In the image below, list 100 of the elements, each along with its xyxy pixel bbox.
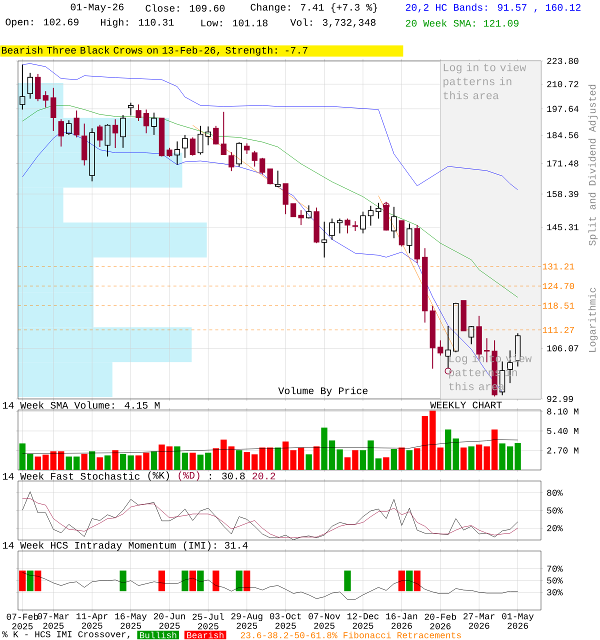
bar [306,454,312,470]
ref-line-label: 131.21 [542,263,574,270]
bar [460,448,467,470]
x-tick-label: 07-Nov 2025 [308,613,340,629]
x-tick-label: 29-Aug 2025 [231,613,262,629]
candlestick [151,112,157,136]
y-tick-label: 50% [547,577,563,584]
text: Bearish [187,632,224,638]
chart-title: Bearish Three Black Crows on 13-Feb-26, Strength: -7.7 [2,46,308,56]
text: WEEKLY CHART [430,402,502,408]
candlestick [298,210,304,226]
x-tick-label: 16-Jan 2026 [386,613,418,629]
text: 20.2 [252,472,276,480]
x-tick-label: 20-Jun 2025 [154,613,185,629]
candlestick [205,126,212,146]
chart-title: 14 Week SMA Volume: 4.15 M [2,401,160,409]
ref-line-label: 124.70 [542,282,574,290]
y-tick-label: 92.99 [547,396,573,402]
bar [236,450,242,470]
legend-title: % K - HCS IMI Crossover, [2,631,130,639]
candlestick [42,90,48,108]
text: 01-May-26 [70,4,124,12]
candlestick [290,203,296,218]
text: Logarithmic [588,288,598,352]
bar [445,430,452,470]
text: (%D) [178,471,200,481]
candlestick [422,248,428,324]
x-tick-label: 03-Oct 2025 [270,613,301,629]
candlestick [174,140,180,166]
y-tick-label: 184.56 [547,132,578,138]
x-tick-label: 25-Jul 2025 [192,613,224,630]
chart-title: 14 Week HCS Intraday Momentum (IMI): 31.4 [2,541,248,551]
y-tick-label: 5.40 M [547,428,578,434]
bar [398,448,405,470]
bar [96,457,103,470]
bar [452,438,459,470]
text: Open: 102.69 [6,18,79,28]
text: Close: 109.60 [146,4,225,12]
candlestick [460,300,466,332]
bar [274,448,281,470]
bar [383,457,390,470]
bar [150,451,158,470]
text: : 30.8 [210,472,245,480]
annotation: Volume By Price [278,386,368,396]
candlestick [282,183,288,215]
bar [88,451,96,470]
candlestick [104,124,110,158]
text: (%K) [148,471,169,481]
bar [390,449,398,470]
y-tick-label: 70% [547,566,563,572]
bar [104,455,111,470]
y-tick-label: 30% [547,589,563,596]
text: Low: 101.18 [201,20,268,26]
band-label: Log in to view patterns in this area [444,63,526,100]
bar [190,452,196,470]
text: Change: 7.41 {+7.3 %} [250,3,378,13]
candlestick [128,102,134,116]
bar [468,446,474,470]
y-tick-label: 80% [547,490,563,496]
x-tick-label: 07-Feb 2025 [6,613,38,630]
text: 23.6-38.2-50-61.8% Fibonacci Retracements [240,632,461,638]
text: 20 Week SMA: 121.09 [406,19,519,27]
y-tick-label: 145.31 [547,224,579,230]
candlestick [329,218,335,240]
text: Vol: 3,732,348 [290,18,376,28]
candlestick [120,114,126,148]
text: Split and Dividend Adjusted [588,84,598,246]
bar [437,448,444,470]
bar [112,450,118,470]
x-tick-label: 12-Dec 2025 [347,613,379,629]
x-tick-label: 01-May 2026 [502,613,534,629]
text: High: 110.31 [101,18,174,28]
y-tick-label: 106.07 [547,345,578,352]
candlestick [430,305,436,370]
text: 20,2 HC Bands: 91.57 , 160.12 [406,3,580,12]
chart-title: 14 Week Fast Stochastic [2,472,140,480]
ref-line-label: 118.51 [542,302,574,309]
x-tick-label: 16-May 2025 [115,613,147,629]
y-tick-label: 2.70 M [547,447,578,454]
y-tick-label: 50% [547,507,563,514]
y-tick-label: 20% [547,525,563,532]
candlestick [50,87,56,132]
y-tick-label: 171.48 [547,160,578,167]
candlestick [391,206,397,239]
line-series [22,439,518,454]
y-tick-label: 223.80 [547,58,578,64]
candlestick [360,211,366,234]
candlestick [82,123,88,166]
y-tick-label: 8.10 M [547,408,578,415]
ref-line-label: 111.27 [542,326,574,333]
y-tick-label: 210.72 [547,81,578,88]
candlestick [336,218,343,234]
bar [81,454,88,470]
y-tick-label: 197.64 [547,106,578,112]
candlestick [406,223,412,254]
x-tick-label: 20-Feb 2026 [424,613,456,630]
x-tick-label: 27-Mar 2026 [464,613,494,629]
text: Bullish [140,632,176,638]
bar [313,446,320,470]
candlestick [321,221,328,258]
